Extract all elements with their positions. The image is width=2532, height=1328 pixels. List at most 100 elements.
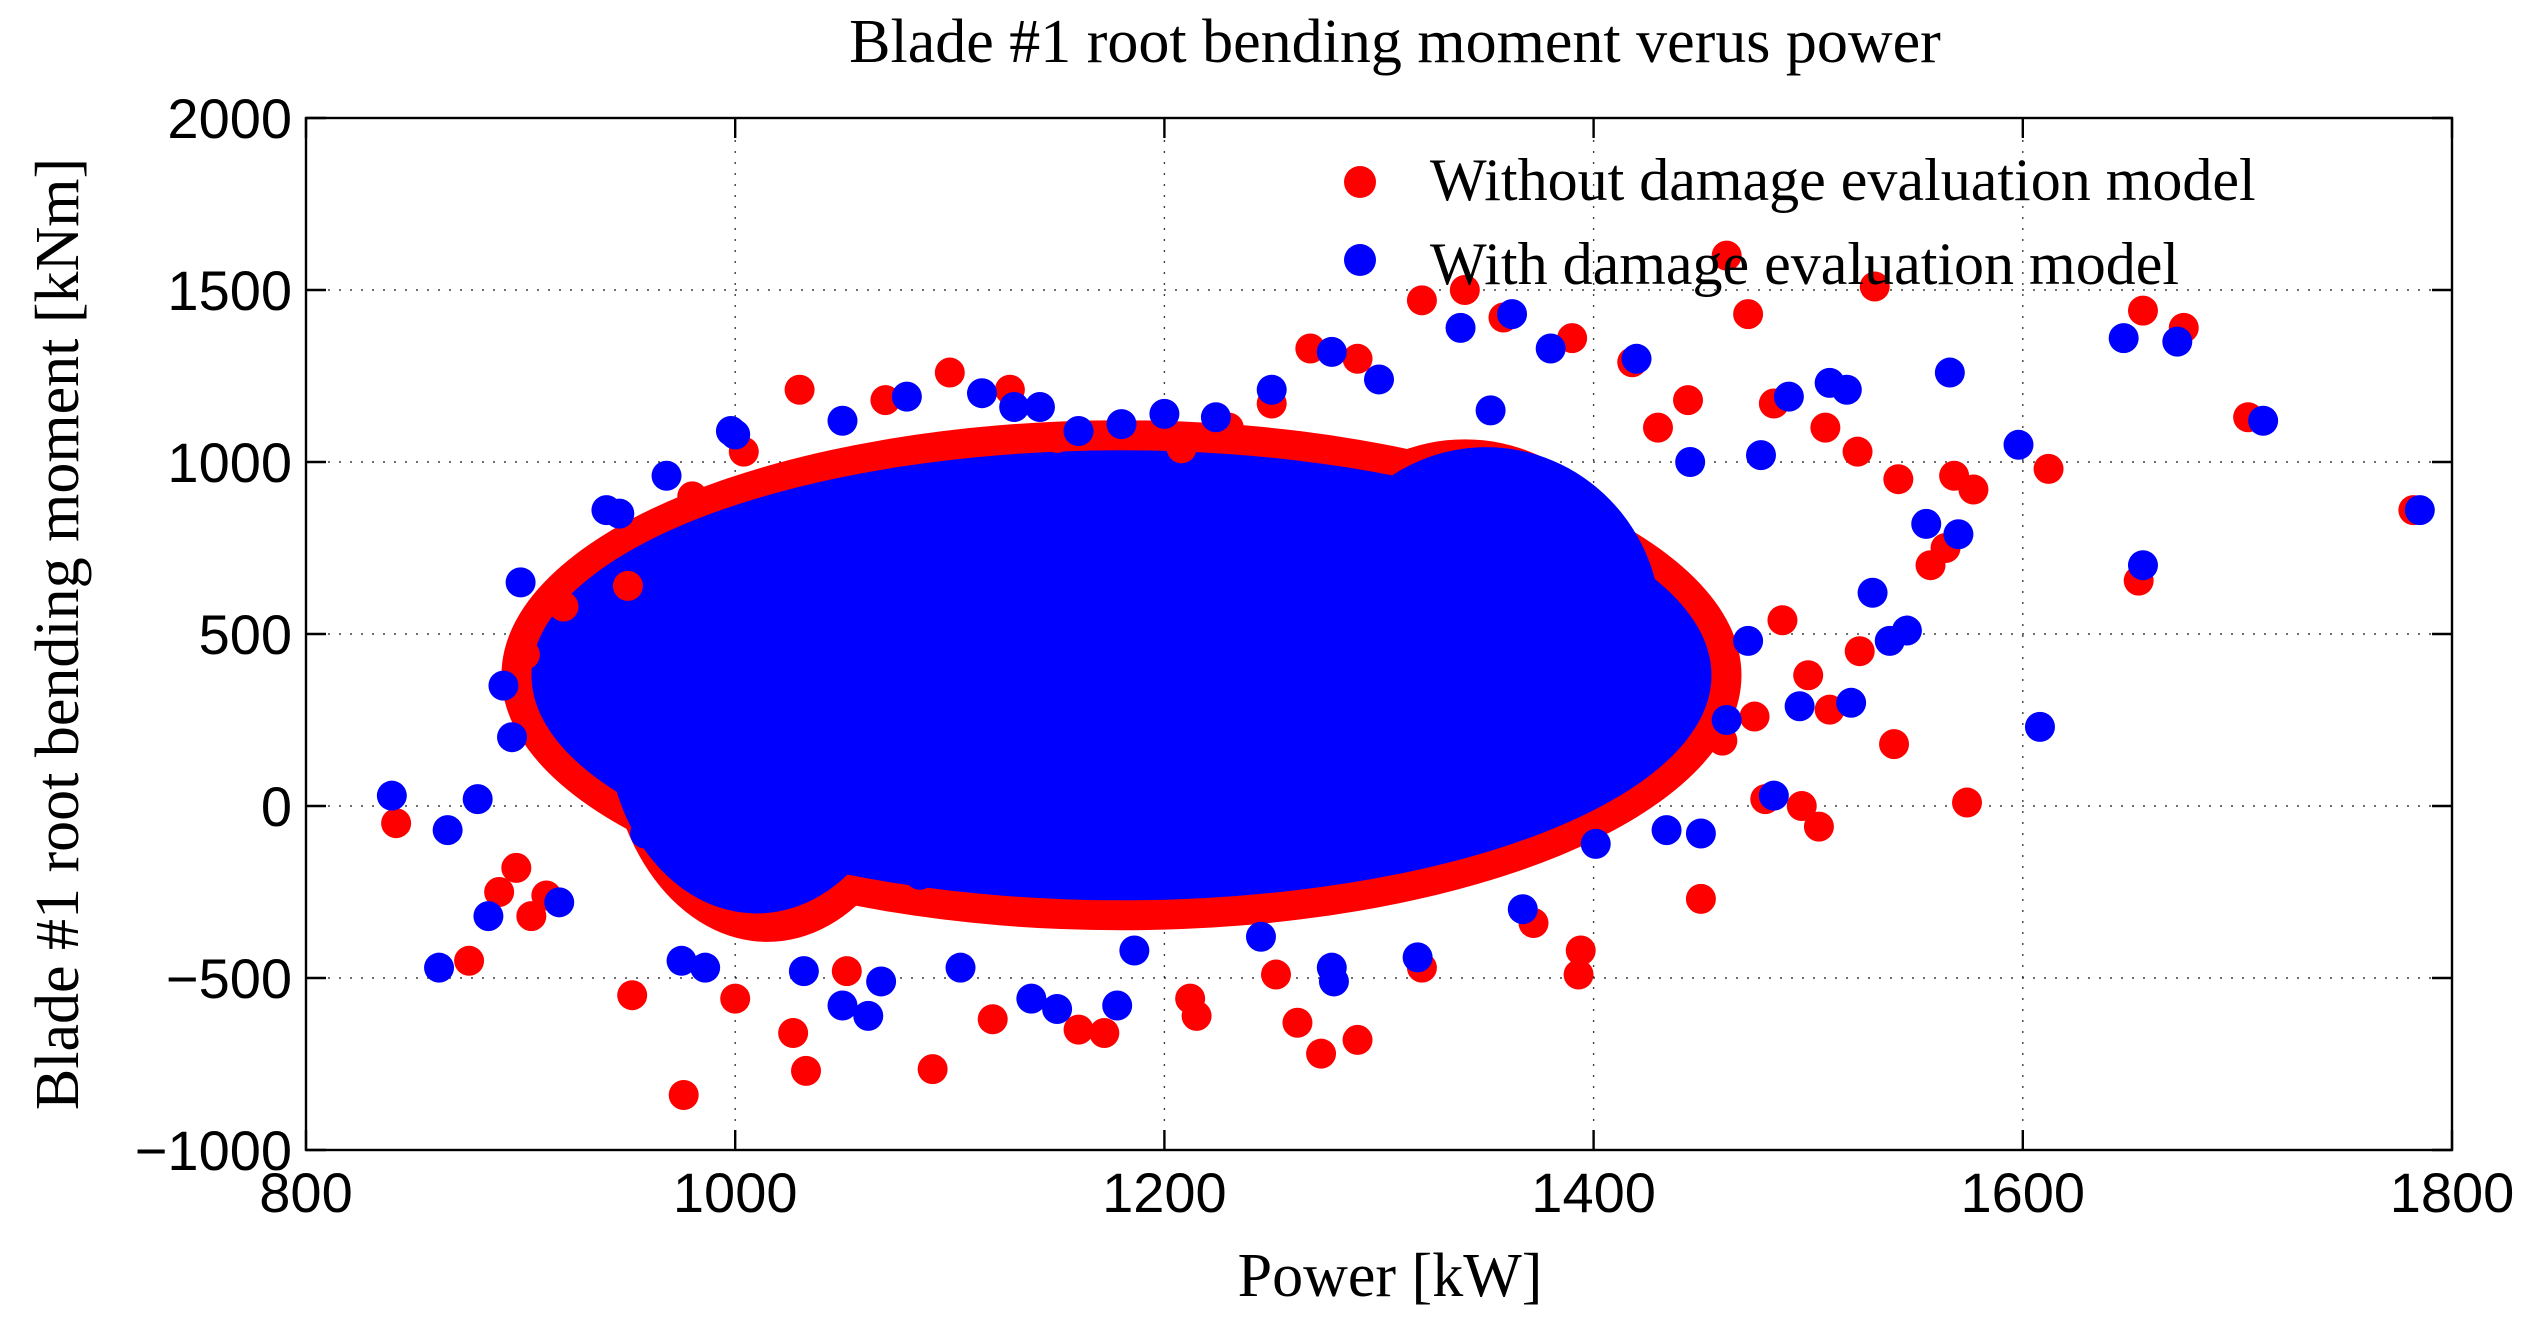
point-without-damage <box>1844 636 1875 667</box>
point-without-damage <box>1883 464 1914 495</box>
point-without-damage <box>668 1079 699 1110</box>
point-with-damage <box>569 660 600 691</box>
point-with-damage <box>424 952 455 983</box>
point-with-damage <box>1316 336 1347 367</box>
point-with-damage <box>999 391 1030 422</box>
point-without-damage <box>501 852 532 883</box>
point-with-damage <box>604 498 635 529</box>
point-without-damage <box>1181 1000 1212 1031</box>
legend-label-without-damage: Without damage evaluation model <box>1430 147 2256 213</box>
point-without-damage <box>934 357 965 388</box>
point-without-damage <box>1711 240 1742 271</box>
point-with-damage <box>1675 447 1706 477</box>
point-without-damage <box>1958 474 1989 505</box>
point-with-damage <box>2024 711 2055 742</box>
x-tick-label: 1000 <box>673 1161 798 1224</box>
x-tick-label: 1400 <box>1531 1161 1656 1224</box>
point-with-damage <box>2162 326 2193 357</box>
point-without-damage <box>548 591 579 622</box>
point-with-damage <box>497 722 528 753</box>
point-with-damage <box>1063 416 1094 447</box>
point-with-damage <box>1891 615 1922 646</box>
point-without-damage <box>1063 1014 1094 1045</box>
point-with-damage <box>1200 402 1231 433</box>
data-points <box>376 240 2435 1110</box>
point-without-damage <box>1642 412 1673 443</box>
point-without-damage <box>1306 1038 1337 1069</box>
point-with-damage <box>1245 921 1276 952</box>
point-with-damage <box>1531 715 1562 746</box>
point-without-damage <box>977 1004 1008 1035</box>
point-with-damage <box>1758 780 1789 811</box>
point-with-damage <box>2127 550 2158 581</box>
point-without-damage <box>1673 385 1704 416</box>
point-without-damage <box>509 639 540 670</box>
dense-cloud-with-damage <box>606 533 907 914</box>
point-with-damage <box>1106 409 1137 440</box>
y-tick-label: 2000 <box>167 87 292 150</box>
point-with-damage <box>1497 299 1528 330</box>
point-without-damage <box>612 570 643 601</box>
point-with-damage <box>1685 818 1716 849</box>
grid-lines <box>306 118 2452 1150</box>
y-tick-label: 1500 <box>167 259 292 322</box>
point-with-damage <box>462 784 493 815</box>
point-with-damage <box>866 966 897 997</box>
point-with-damage <box>891 381 922 412</box>
point-without-damage <box>1767 605 1798 636</box>
point-without-damage <box>2127 295 2158 326</box>
point-with-damage <box>651 460 682 491</box>
point-without-damage <box>454 945 485 976</box>
point-with-damage <box>788 956 819 987</box>
point-without-damage <box>1089 1018 1120 1049</box>
point-with-damage <box>1836 687 1867 718</box>
point-without-damage <box>778 1018 809 1049</box>
point-with-damage <box>1773 381 1804 412</box>
point-without-damage <box>831 956 862 987</box>
legend-marker-without-damage <box>1344 166 1376 198</box>
point-with-damage <box>720 419 751 450</box>
point-with-damage <box>1402 942 1433 973</box>
point-without-damage <box>2033 453 2064 484</box>
point-with-damage <box>1831 374 1862 405</box>
point-with-damage <box>1445 312 1476 343</box>
point-with-damage <box>505 567 536 598</box>
point-with-damage <box>1364 364 1394 395</box>
point-with-damage <box>1102 990 1133 1021</box>
point-with-damage <box>1911 508 1942 539</box>
point-without-damage <box>720 983 751 1014</box>
x-tick-label: 800 <box>259 1161 352 1224</box>
point-without-damage <box>677 481 708 512</box>
point-without-damage <box>1803 811 1834 842</box>
point-with-damage <box>1582 729 1613 760</box>
tick-labels: 800 1000 1200 1400 1600 1800 −1000 −500 0 500 1000… <box>135 87 2515 1224</box>
point-without-damage <box>1260 959 1291 990</box>
point-with-damage <box>1857 577 1888 608</box>
point-with-damage <box>488 670 519 701</box>
point-without-damage <box>1282 1007 1313 1038</box>
point-with-damage <box>376 780 407 811</box>
point-with-damage <box>1256 374 1287 405</box>
y-tick-label: 500 <box>199 603 292 666</box>
point-cloud <box>501 420 1742 942</box>
chart-title: Blade #1 root bending moment verus power <box>849 8 1941 76</box>
point-without-damage <box>1859 271 1890 302</box>
point-with-damage <box>1042 993 1073 1024</box>
point-without-damage <box>1406 285 1437 316</box>
point-with-damage <box>1784 691 1815 722</box>
point-with-damage <box>1934 357 1965 388</box>
point-with-damage <box>690 952 721 983</box>
point-with-damage <box>904 859 935 890</box>
point-without-damage <box>784 374 815 405</box>
point-with-damage <box>1580 828 1611 859</box>
point-with-damage <box>544 887 575 918</box>
dense-cloud-with-damage <box>1311 447 1662 808</box>
point-without-damage <box>1342 1024 1373 1055</box>
legend: Without damage evaluation model With dam… <box>1344 147 2256 297</box>
point-with-damage <box>2003 429 2034 460</box>
point-with-damage <box>1621 343 1652 374</box>
plot-frame <box>304 116 2454 1152</box>
point-with-damage <box>2404 495 2435 526</box>
